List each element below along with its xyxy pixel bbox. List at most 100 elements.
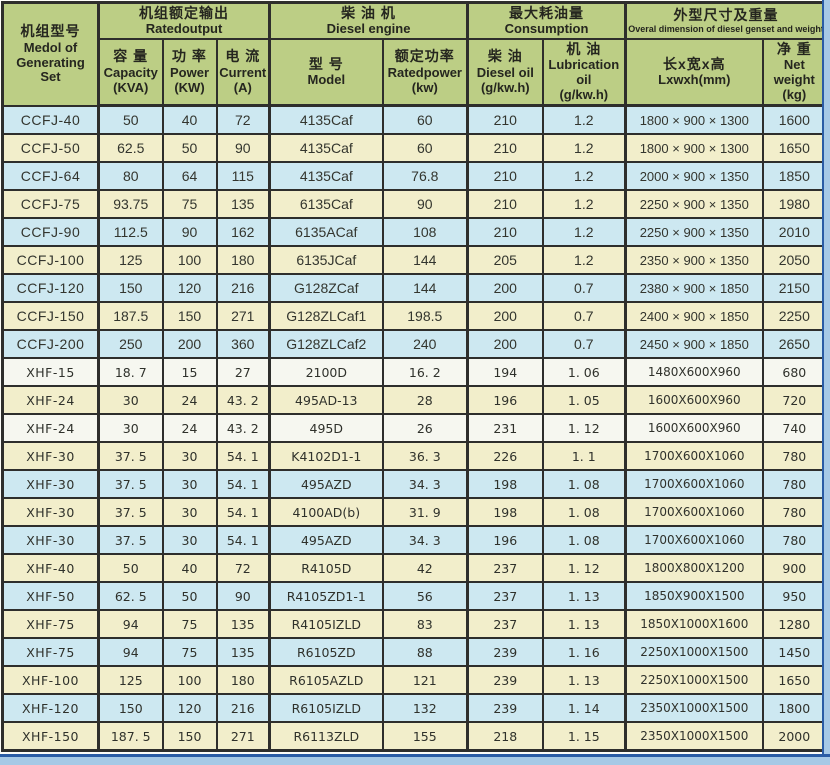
cell-dimensions: 2350X1000X1500 (624, 693, 764, 723)
cell-dimensions: 1700X600X1060 (624, 497, 764, 527)
header-dimensions-en: Lxwxh(mm) (658, 72, 731, 88)
cell-capacity: 30 (97, 413, 164, 443)
table-row: XHF-24 30 24 43. 2 495D 26 231 1. 12 1600X600X96… (1, 413, 828, 443)
cell-rated-power: 198.5 (381, 301, 469, 331)
table-row: XHF-40 50 40 72 R4105D 42 237 1. 12 1800X800X120… (1, 553, 828, 583)
cell-model: XHF-24 (1, 413, 100, 443)
cell-diesel-oil: 231 (466, 413, 544, 443)
table-row: CCFJ-90 112.5 90 162 6135ACaf 108 210 1.2 2250 ×… (1, 217, 828, 247)
table-row: XHF-100 125 100 180 R6105AZLD 121 239 1. 13 2250… (1, 665, 828, 695)
cell-power: 150 (161, 721, 218, 752)
cell-model: CCFJ-200 (1, 329, 100, 359)
header-engine-model: 型 号 Model (268, 38, 384, 107)
cell-lub-oil: 0.7 (541, 329, 627, 359)
cell-lub-oil: 0.7 (541, 273, 627, 303)
table-row: XHF-150 187. 5 150 271 R6113ZLD 155 218 1. 15 23… (1, 721, 828, 752)
cell-capacity: 50 (97, 553, 164, 583)
header-rated-output-en: Ratedoutput (145, 21, 223, 37)
cell-net-weight: 950 (761, 581, 828, 611)
cell-diesel-oil: 200 (466, 273, 544, 303)
cell-capacity: 250 (97, 329, 164, 359)
cell-capacity: 37. 5 (97, 441, 164, 471)
cell-capacity: 187. 5 (97, 721, 164, 752)
cell-rated-power: 155 (381, 721, 469, 752)
cell-model: XHF-24 (1, 385, 100, 415)
cell-engine-model: 4135Caf (268, 161, 384, 191)
page-edge-bottom (0, 754, 830, 765)
cell-power: 50 (161, 581, 218, 611)
cell-current: 54. 1 (215, 441, 271, 471)
cell-current: 135 (215, 189, 271, 219)
header-diesel-oil-en: Diesel oil (476, 64, 534, 80)
header-rated-power-unit: (kw) (411, 79, 438, 95)
cell-model: XHF-120 (1, 693, 100, 723)
header-net-weight: 净 重 Net weight (kg) (761, 38, 828, 107)
cell-lub-oil: 1. 14 (541, 693, 627, 723)
cell-power: 75 (161, 609, 218, 639)
cell-dimensions: 2250X1000X1500 (624, 665, 764, 695)
cell-power: 30 (161, 441, 218, 471)
cell-rated-power: 90 (381, 189, 469, 219)
cell-dimensions: 1600X600X960 (624, 413, 764, 443)
header-capacity: 容 量 Capacity (KVA) (97, 38, 164, 107)
header-rated-power-zh: 额定功率 (394, 48, 455, 65)
cell-current: 180 (215, 665, 271, 695)
cell-current: 27 (215, 357, 271, 387)
cell-power: 200 (161, 329, 218, 359)
cell-lub-oil: 1.2 (541, 245, 627, 275)
cell-net-weight: 780 (761, 441, 828, 471)
cell-diesel-oil: 239 (466, 637, 544, 667)
header-dimension-group: 外型尺寸及重量 Overal dimension of diesel gense… (624, 1, 828, 40)
cell-rated-power: 34. 3 (381, 469, 469, 499)
cell-rated-power: 60 (381, 133, 469, 163)
cell-engine-model: 4135Caf (268, 133, 384, 163)
cell-capacity: 30 (97, 385, 164, 415)
cell-diesel-oil: 196 (466, 525, 544, 555)
cell-rated-power: 240 (381, 329, 469, 359)
cell-capacity: 18. 7 (97, 357, 164, 387)
cell-model: CCFJ-40 (1, 104, 100, 135)
cell-net-weight: 1600 (761, 104, 828, 135)
cell-dimensions: 1800X800X1200 (624, 553, 764, 583)
cell-diesel-oil: 239 (466, 665, 544, 695)
cell-dimensions: 1480X600X960 (624, 357, 764, 387)
cell-power: 24 (161, 385, 218, 415)
cell-diesel-oil: 200 (466, 301, 544, 331)
cell-lub-oil: 1.2 (541, 104, 627, 135)
cell-net-weight: 1980 (761, 189, 828, 219)
cell-power: 120 (161, 693, 218, 723)
header-dimensions-zh: 长x宽x高 (663, 55, 726, 72)
cell-dimensions: 2000 × 900 × 1350 (624, 161, 764, 191)
cell-lub-oil: 1. 1 (541, 441, 627, 471)
header-current-unit: (A) (233, 79, 252, 95)
table-row: XHF-75 94 75 135 R6105ZD 88 239 1. 16 2250X1000X… (1, 637, 828, 667)
cell-rated-power: 26 (381, 413, 469, 443)
cell-net-weight: 1800 (761, 693, 828, 723)
table-row: CCFJ-120 150 120 216 G128ZCaf 144 200 0.7 2380 ×… (1, 273, 828, 303)
table-row: XHF-15 18. 7 15 27 2100D 16. 2 194 1. 06 1480X60… (1, 357, 828, 387)
table-header: 机组型号 Medol of Generating Set 机组额定输出 Rate… (1, 1, 828, 107)
cell-power: 24 (161, 413, 218, 443)
header-current: 电 流 Current (A) (215, 38, 271, 107)
header-consumption-group: 最大耗油量 Consumption (466, 1, 627, 40)
cell-current: 216 (215, 273, 271, 303)
cell-net-weight: 1450 (761, 637, 828, 667)
cell-dimensions: 2350X1000X1500 (624, 721, 764, 752)
header-consumption-zh: 最大耗油量 (509, 4, 585, 21)
cell-diesel-oil: 205 (466, 245, 544, 275)
cell-power: 100 (161, 665, 218, 695)
cell-lub-oil: 1.2 (541, 189, 627, 219)
cell-lub-oil: 1. 05 (541, 385, 627, 415)
cell-engine-model: 4100AD(b) (268, 497, 384, 527)
cell-diesel-oil: 196 (466, 385, 544, 415)
cell-capacity: 93.75 (97, 189, 164, 219)
header-lub-oil-unit: (g/kw.h) (559, 87, 609, 103)
cell-dimensions: 2250 × 900 × 1350 (624, 217, 764, 247)
cell-diesel-oil: 210 (466, 104, 544, 135)
header-capacity-unit: (KVA) (113, 79, 149, 95)
header-lub-oil-en: Lubrication oil (548, 57, 620, 88)
cell-current: 135 (215, 609, 271, 639)
cell-model: XHF-30 (1, 469, 100, 499)
